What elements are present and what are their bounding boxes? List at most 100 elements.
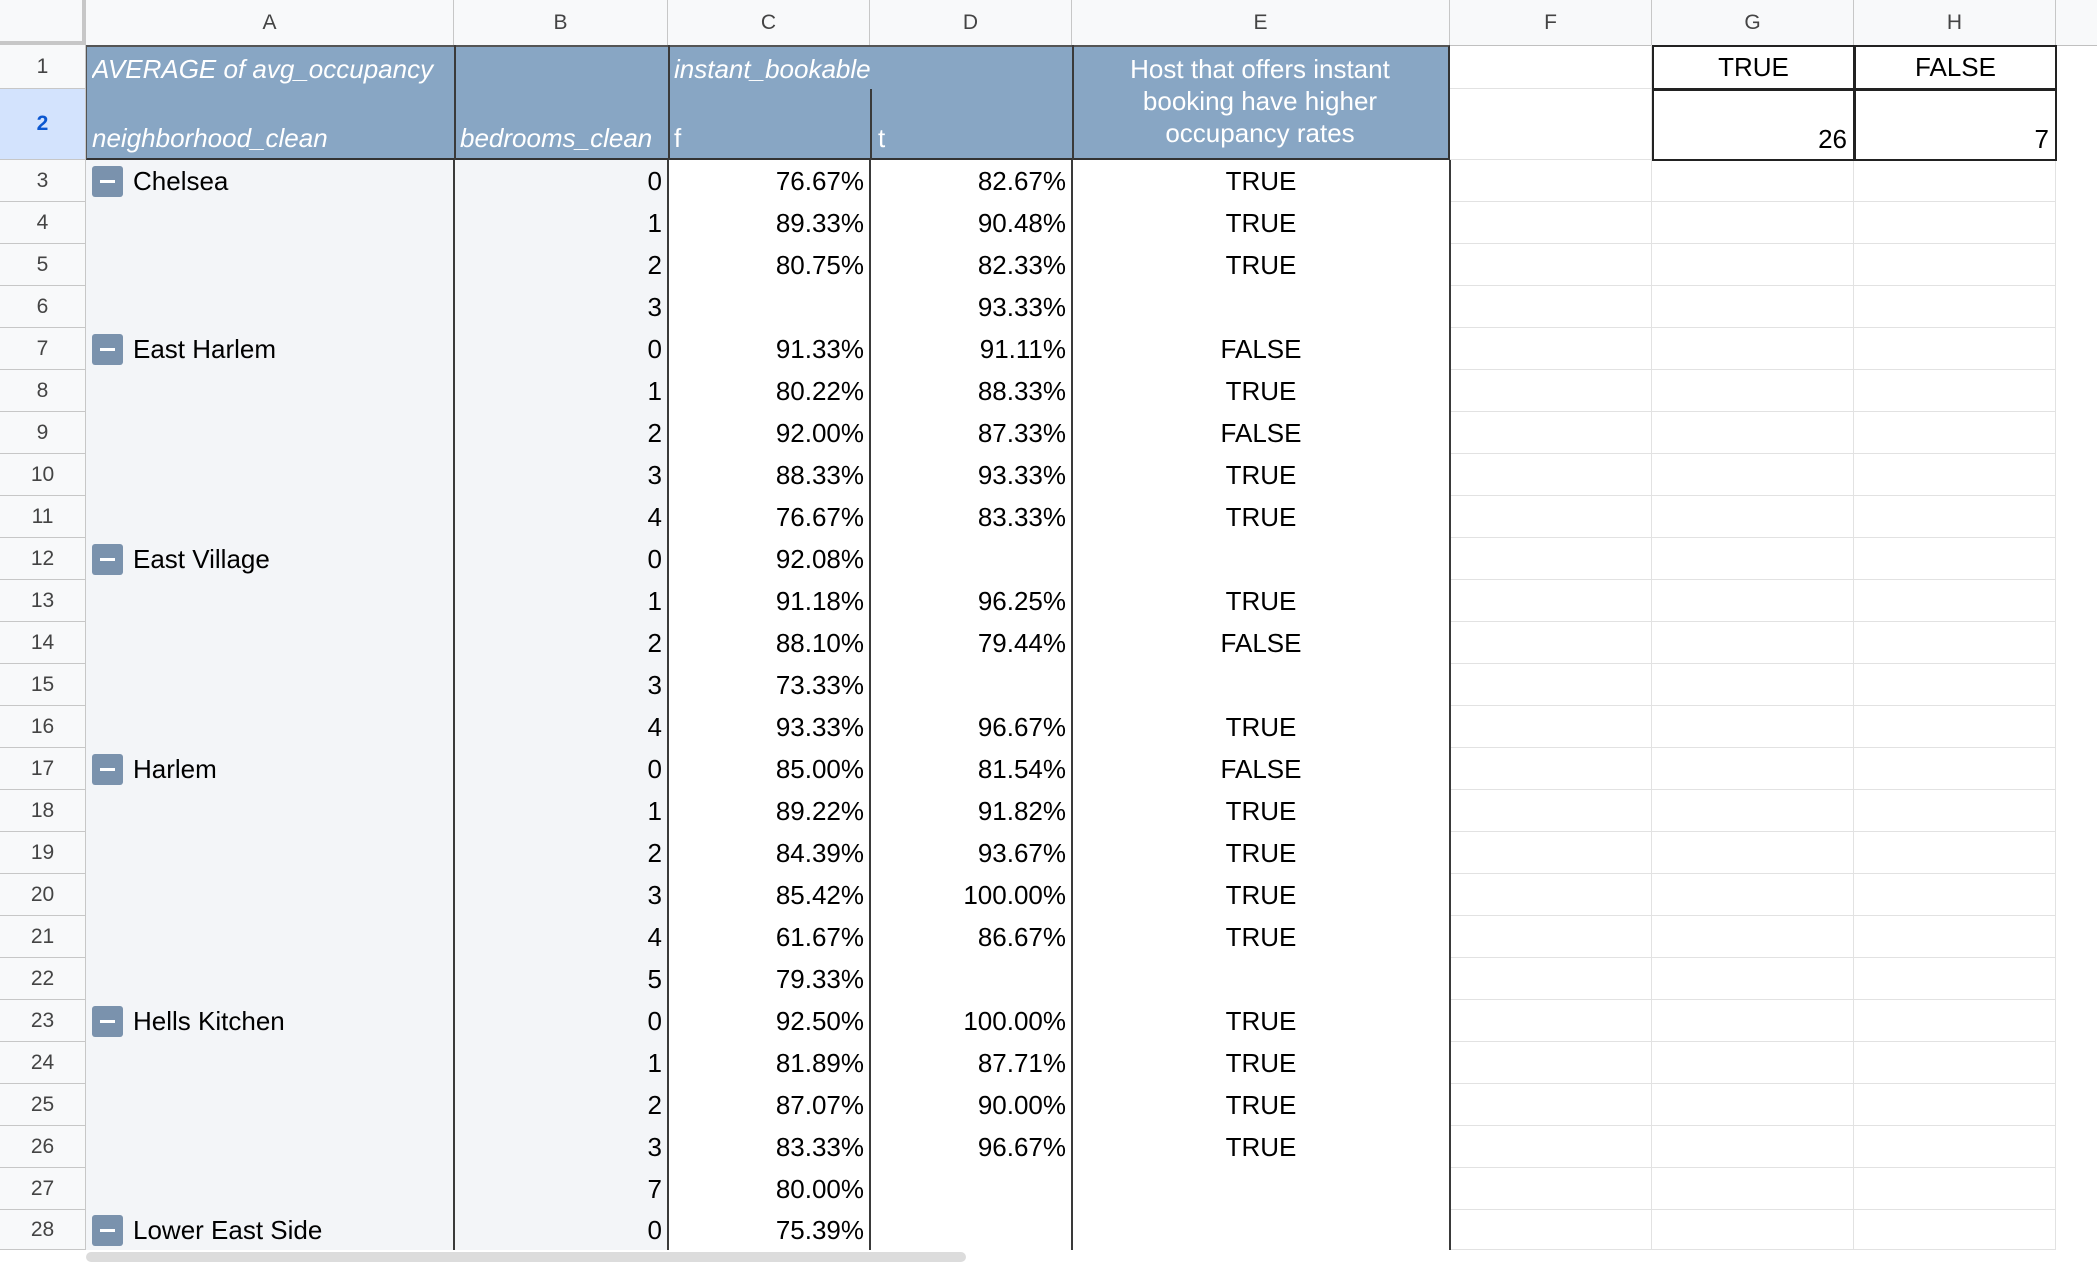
cell-f25[interactable]: [1450, 1084, 1652, 1126]
cell-h7[interactable]: [1854, 328, 2056, 370]
cell-h11[interactable]: [1854, 496, 2056, 538]
cell-g12[interactable]: [1652, 538, 1854, 580]
occupancy-t-cell[interactable]: [870, 664, 1072, 706]
summary-false-label[interactable]: FALSE: [1854, 45, 2057, 90]
occupancy-f-cell[interactable]: 81.89%: [775, 1048, 864, 1078]
cell-g3[interactable]: [1652, 160, 1854, 202]
bedrooms-cell[interactable]: 4: [454, 916, 668, 958]
neighborhood-cell[interactable]: [86, 1084, 454, 1126]
column-header-e[interactable]: E: [1072, 0, 1450, 45]
occupancy-t-cell[interactable]: 86.67%: [977, 922, 1066, 952]
cell-g14[interactable]: [1652, 622, 1854, 664]
row-header-17[interactable]: 17: [0, 748, 86, 790]
cell-g8[interactable]: [1652, 370, 1854, 412]
occupancy-t-cell[interactable]: 90.00%: [977, 1090, 1066, 1120]
bedrooms-cell[interactable]: 3: [454, 664, 668, 706]
occupancy-f-cell[interactable]: 92.08%: [775, 544, 864, 574]
comparison-cell[interactable]: TRUE: [1225, 922, 1297, 952]
cell-h14[interactable]: [1854, 622, 2056, 664]
cell-f13[interactable]: [1450, 580, 1652, 622]
bedrooms-cell[interactable]: 2: [454, 832, 668, 874]
cell-g7[interactable]: [1652, 328, 1854, 370]
cell-f8[interactable]: [1450, 370, 1652, 412]
neighborhood-cell[interactable]: Hells Kitchen: [86, 1000, 454, 1042]
comparison-cell[interactable]: TRUE: [1225, 166, 1297, 196]
cell-g18[interactable]: [1652, 790, 1854, 832]
row-header-11[interactable]: 11: [0, 496, 86, 538]
occupancy-f-cell[interactable]: 85.00%: [775, 754, 864, 784]
column-header-c[interactable]: C: [668, 0, 870, 45]
occupancy-f-cell[interactable]: 91.18%: [775, 586, 864, 616]
summary-true-label[interactable]: TRUE: [1652, 45, 1855, 90]
cell-f20[interactable]: [1450, 874, 1652, 916]
comparison-cell[interactable]: TRUE: [1225, 460, 1297, 490]
column-e-header[interactable]: Host that offers instant booking have hi…: [1130, 54, 1390, 148]
row-header-19[interactable]: 19: [0, 832, 86, 874]
occupancy-f-cell[interactable]: 89.22%: [775, 796, 864, 826]
occupancy-t-cell[interactable]: [870, 538, 1072, 580]
cell-g17[interactable]: [1652, 748, 1854, 790]
row-field-bedrooms[interactable]: bedrooms_clean: [460, 123, 653, 153]
cell-g22[interactable]: [1652, 958, 1854, 1000]
neighborhood-cell[interactable]: East Harlem: [86, 328, 454, 370]
row-header-6[interactable]: 6: [0, 286, 86, 328]
row-header-20[interactable]: 20: [0, 874, 86, 916]
occupancy-t-cell[interactable]: 82.67%: [977, 166, 1066, 196]
cell-g11[interactable]: [1652, 496, 1854, 538]
cell-g13[interactable]: [1652, 580, 1854, 622]
cell-g23[interactable]: [1652, 1000, 1854, 1042]
cell-h8[interactable]: [1854, 370, 2056, 412]
occupancy-t-cell[interactable]: [870, 1210, 1072, 1250]
cell-h19[interactable]: [1854, 832, 2056, 874]
bedrooms-cell[interactable]: 1: [454, 580, 668, 622]
neighborhood-cell[interactable]: Lower East Side: [86, 1210, 454, 1250]
bedrooms-cell[interactable]: 0: [454, 1210, 668, 1250]
occupancy-t-cell[interactable]: 96.25%: [977, 586, 1066, 616]
cell-f7[interactable]: [1450, 328, 1652, 370]
comparison-cell[interactable]: [1072, 286, 1450, 328]
row-header-22[interactable]: 22: [0, 958, 86, 1000]
cell-f18[interactable]: [1450, 790, 1652, 832]
occupancy-t-cell[interactable]: 93.67%: [977, 838, 1066, 868]
cell-f19[interactable]: [1450, 832, 1652, 874]
column-header-h[interactable]: H: [1854, 0, 2056, 45]
cell-h20[interactable]: [1854, 874, 2056, 916]
occupancy-f-cell[interactable]: 89.33%: [775, 208, 864, 238]
cell-g5[interactable]: [1652, 244, 1854, 286]
occupancy-t-cell[interactable]: 83.33%: [977, 502, 1066, 532]
row-header-23[interactable]: 23: [0, 1000, 86, 1042]
neighborhood-cell[interactable]: [86, 832, 454, 874]
bedrooms-cell[interactable]: 0: [454, 328, 668, 370]
bedrooms-cell[interactable]: 0: [454, 748, 668, 790]
neighborhood-cell[interactable]: [86, 1126, 454, 1168]
row-header-12[interactable]: 12: [0, 538, 86, 580]
cell-h23[interactable]: [1854, 1000, 2056, 1042]
cell-h4[interactable]: [1854, 202, 2056, 244]
occupancy-t-cell[interactable]: 87.33%: [977, 418, 1066, 448]
occupancy-f-cell[interactable]: 91.33%: [775, 334, 864, 364]
neighborhood-cell[interactable]: [86, 1042, 454, 1084]
row-header-2[interactable]: 2: [0, 89, 86, 160]
cell-f21[interactable]: [1450, 916, 1652, 958]
row-header-26[interactable]: 26: [0, 1126, 86, 1168]
collapse-group-icon[interactable]: [92, 1214, 123, 1246]
occupancy-f-cell[interactable]: 80.22%: [775, 376, 864, 406]
occupancy-t-cell[interactable]: 87.71%: [977, 1048, 1066, 1078]
bedrooms-cell[interactable]: 1: [454, 790, 668, 832]
cell-h25[interactable]: [1854, 1084, 2056, 1126]
cell-g19[interactable]: [1652, 832, 1854, 874]
neighborhood-cell[interactable]: [86, 622, 454, 664]
cell-h3[interactable]: [1854, 160, 2056, 202]
cell-g24[interactable]: [1652, 1042, 1854, 1084]
cell-g21[interactable]: [1652, 916, 1854, 958]
bedrooms-cell[interactable]: 0: [454, 160, 668, 202]
cell-h6[interactable]: [1854, 286, 2056, 328]
comparison-cell[interactable]: TRUE: [1225, 796, 1297, 826]
neighborhood-cell[interactable]: Chelsea: [86, 160, 454, 202]
comparison-cell[interactable]: FALSE: [1220, 418, 1302, 448]
occupancy-t-cell[interactable]: 91.82%: [977, 796, 1066, 826]
bedrooms-cell[interactable]: 4: [454, 496, 668, 538]
cell-f2[interactable]: [1450, 89, 1652, 160]
bedrooms-cell[interactable]: 2: [454, 412, 668, 454]
neighborhood-cell[interactable]: [86, 790, 454, 832]
